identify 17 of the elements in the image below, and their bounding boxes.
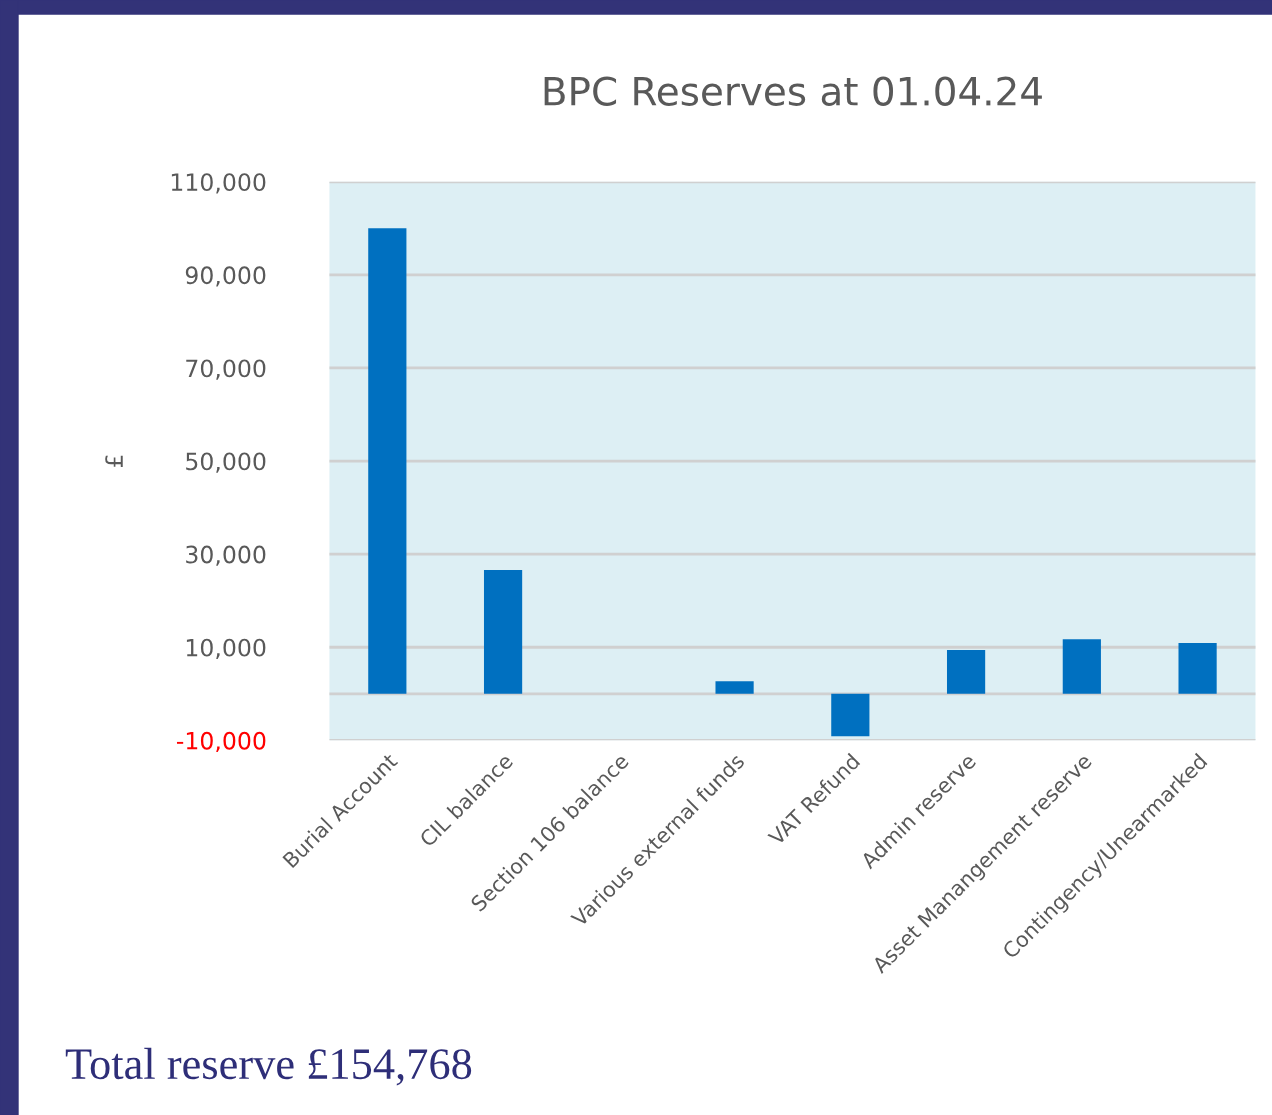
y-tick-label: -10,000: [176, 731, 266, 753]
y-axis-title: £: [105, 455, 123, 468]
y-tick-label: 30,000: [186, 545, 266, 566]
bar: [946, 650, 986, 694]
text: Total reserve £154,768: [65, 1047, 472, 1086]
y-tick-label: 10,000: [186, 638, 266, 659]
bar: [1062, 639, 1101, 694]
bar: [715, 681, 754, 694]
bar: [368, 228, 407, 694]
y-tick-label: 90,000: [185, 266, 266, 287]
chart-title: BPC Reserves at 01.04.24: [544, 76, 1042, 106]
bar: [1178, 643, 1217, 694]
y-tick-label: 110,000: [171, 173, 266, 194]
bar: [831, 693, 870, 737]
bar: [483, 569, 523, 694]
y-tick-label: 70,000: [186, 359, 266, 380]
y-tick-label: 50,000: [186, 452, 266, 473]
